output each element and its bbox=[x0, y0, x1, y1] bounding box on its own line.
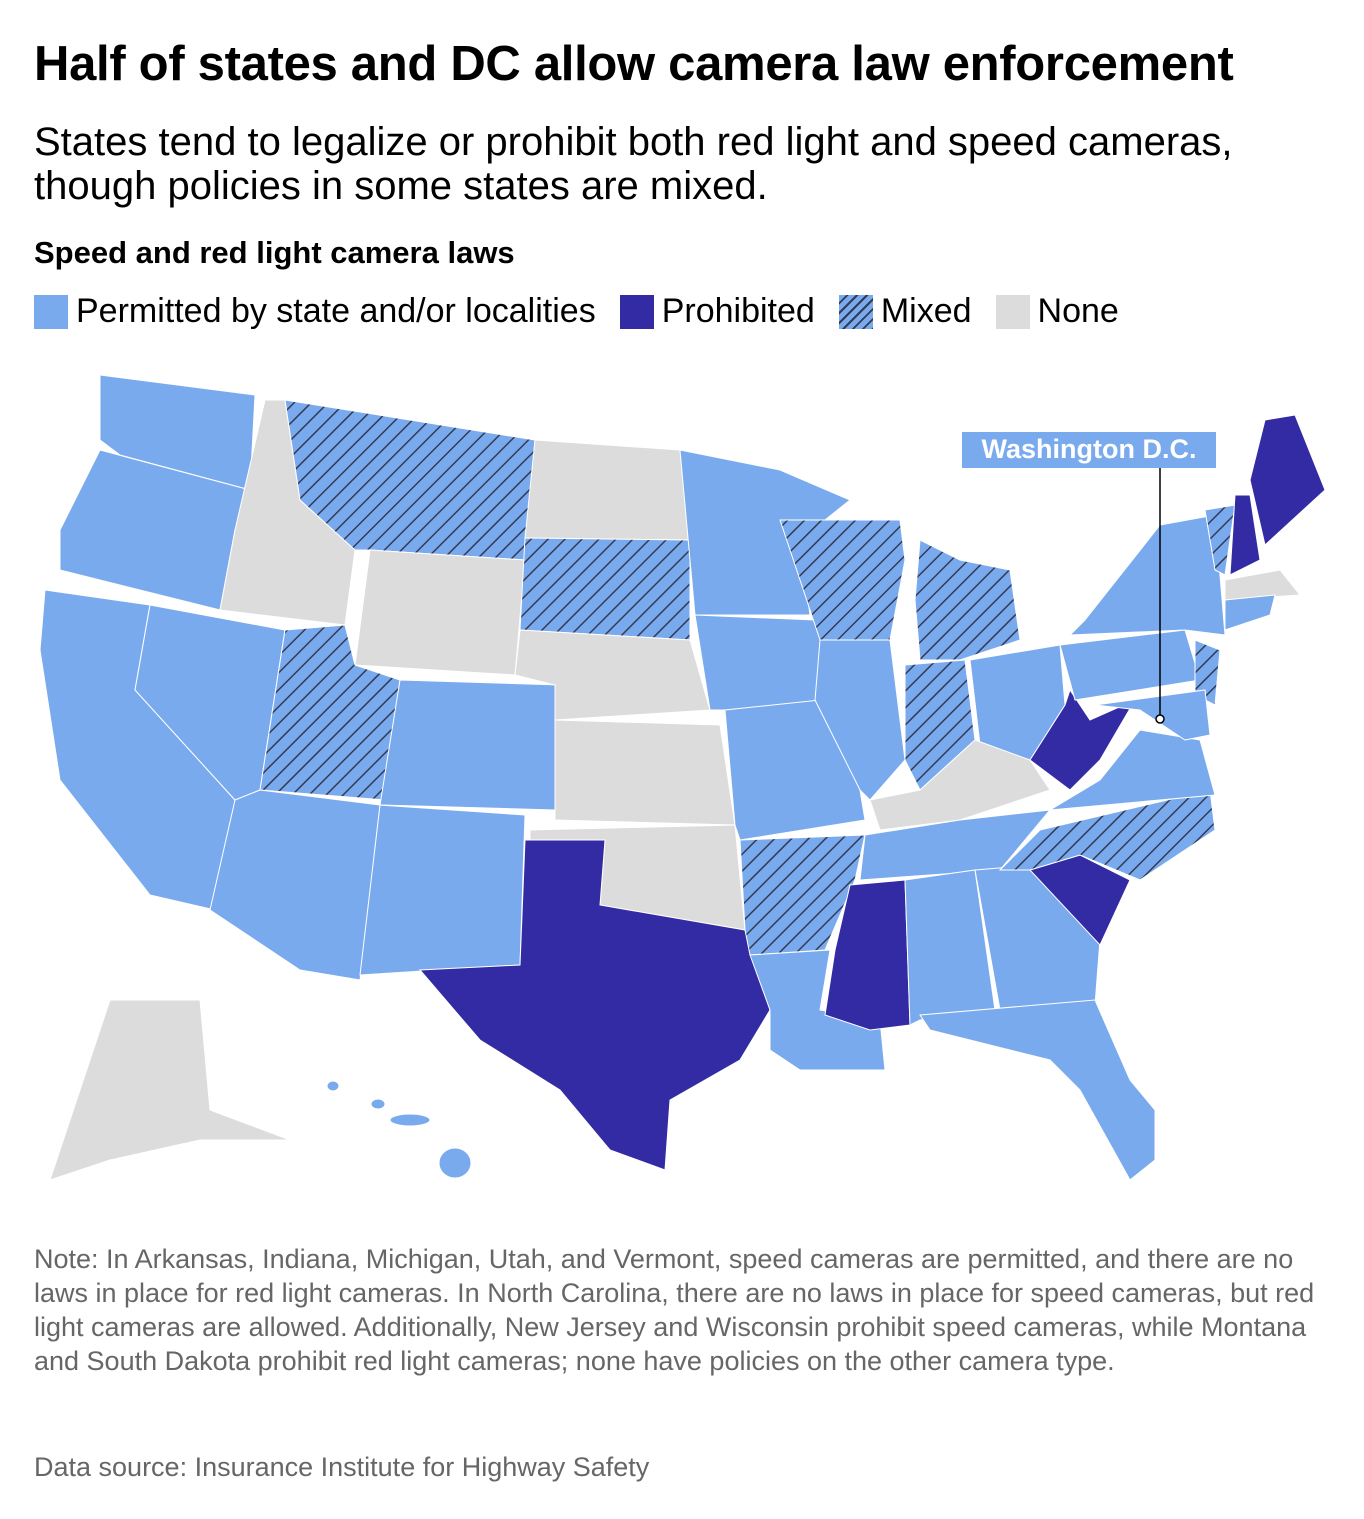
legend-label: Permitted by state and/or localities bbox=[76, 292, 596, 330]
annotation-dot bbox=[1155, 714, 1165, 724]
legend-label: Mixed bbox=[880, 292, 972, 330]
region bbox=[859, 809, 1052, 881]
region bbox=[438, 1147, 472, 1179]
region bbox=[914, 539, 1021, 661]
region bbox=[1249, 414, 1326, 546]
legend-label: Prohibited bbox=[661, 292, 815, 330]
region bbox=[554, 719, 736, 826]
region bbox=[1094, 689, 1211, 741]
subtitle: States tend to legalize or prohibit both… bbox=[34, 120, 1233, 208]
source: Data source: Insurance Institute for Hig… bbox=[34, 1452, 650, 1482]
region bbox=[1029, 688, 1137, 791]
region bbox=[389, 1113, 431, 1127]
region bbox=[326, 1080, 340, 1092]
region bbox=[354, 549, 526, 676]
annotation: Washington D.C. bbox=[982, 434, 1197, 464]
region bbox=[1204, 504, 1236, 576]
legend-swatch bbox=[838, 294, 873, 329]
legend-swatch bbox=[34, 294, 68, 329]
region bbox=[379, 679, 561, 811]
region bbox=[519, 537, 691, 641]
region bbox=[209, 789, 381, 981]
region bbox=[1229, 494, 1261, 576]
region bbox=[1068, 514, 1226, 636]
region bbox=[524, 439, 691, 541]
legend-item: Prohibited bbox=[619, 292, 815, 331]
legend-item: Mixed bbox=[838, 292, 972, 331]
region bbox=[869, 739, 1051, 831]
region bbox=[370, 1098, 386, 1110]
legend-title: Speed and red light camera laws bbox=[34, 235, 515, 270]
legend-swatch bbox=[995, 294, 1030, 329]
region bbox=[919, 999, 1156, 1181]
states bbox=[39, 374, 1326, 1181]
legend-label: None bbox=[1037, 292, 1119, 330]
annotation-box bbox=[962, 432, 1216, 468]
region bbox=[49, 999, 291, 1181]
legend-item: Permitted by state and/or localities bbox=[34, 292, 596, 331]
region bbox=[1224, 594, 1276, 631]
region bbox=[1059, 629, 1201, 701]
legend: Permitted by state and/or localities Proh… bbox=[34, 292, 1119, 331]
region bbox=[1194, 639, 1221, 706]
map: Washington D.C. bbox=[39, 374, 1326, 1181]
title: Half of states and DC allow camera law e… bbox=[34, 37, 1234, 91]
legend-item: None bbox=[995, 292, 1119, 331]
legend-swatch bbox=[619, 294, 654, 329]
note: Note: In Arkansas, Indiana, Michigan, Ut… bbox=[34, 1244, 1315, 1376]
region bbox=[418, 839, 771, 1171]
region bbox=[998, 789, 1216, 881]
region bbox=[1049, 729, 1216, 811]
region bbox=[359, 804, 526, 976]
region bbox=[749, 949, 886, 1071]
region bbox=[1224, 569, 1301, 601]
